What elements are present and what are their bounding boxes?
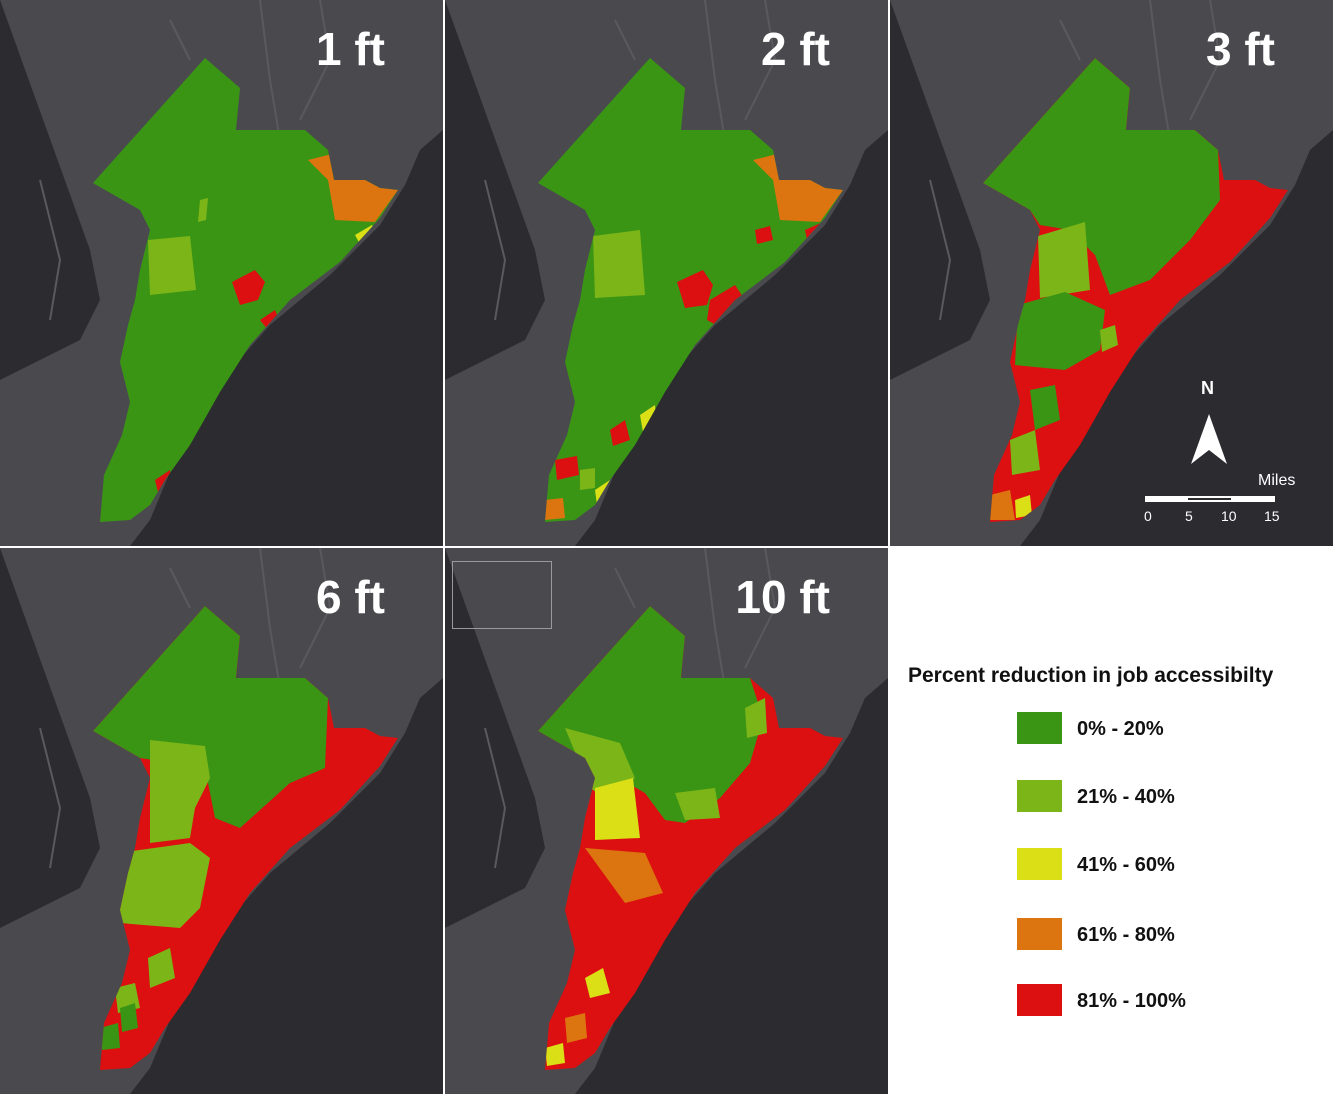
legend-swatch: [1017, 918, 1062, 950]
legend-swatch: [1017, 712, 1062, 744]
map-2ft: [445, 0, 888, 546]
legend-item: 81% - 100%: [1017, 984, 1317, 1018]
scale-tick: 5: [1185, 508, 1193, 524]
north-arrow: N: [1185, 378, 1235, 468]
legend-label: 81% - 100%: [1077, 990, 1186, 1012]
legend-item: 61% - 80%: [1017, 918, 1317, 952]
map-panel-1ft: 1 ft: [0, 0, 443, 546]
map-6ft: [0, 548, 443, 1094]
inset-frame: [452, 561, 552, 629]
panel-title: 2 ft: [761, 23, 830, 75]
legend-swatch: [1017, 848, 1062, 880]
panel-title: 10 ft: [735, 571, 830, 623]
map-3ft: [890, 0, 1333, 546]
legend-label: 21% - 40%: [1077, 786, 1175, 808]
legend-label: 0% - 20%: [1077, 718, 1164, 740]
map-10ft: [445, 548, 888, 1094]
panel-title: 3 ft: [1206, 23, 1275, 75]
north-label: N: [1201, 378, 1214, 398]
scale-bar-graphic: [1145, 496, 1275, 502]
scale-tick: 10: [1221, 508, 1237, 524]
legend-swatch: [1017, 780, 1062, 812]
scale-tick: 15: [1264, 508, 1280, 524]
legend-item: 41% - 60%: [1017, 848, 1317, 882]
legend-label: 61% - 80%: [1077, 924, 1175, 946]
legend-label: 41% - 60%: [1077, 854, 1175, 876]
map-panel-2ft: 2 ft: [445, 0, 888, 546]
scale-tick: 0: [1144, 508, 1152, 524]
map-panel-10ft: 10 ft: [445, 548, 888, 1094]
panel-title: 6 ft: [316, 571, 385, 623]
legend-item: 0% - 20%: [1017, 712, 1317, 746]
map-panel-6ft: 6 ft: [0, 548, 443, 1094]
legend-item: 21% - 40%: [1017, 780, 1317, 814]
north-arrow-icon: [1191, 414, 1227, 464]
scale-title: Miles: [1258, 472, 1296, 489]
panel-title: 1 ft: [316, 23, 385, 75]
scale-bar: Miles 0 5 10 15: [1140, 470, 1310, 530]
map-1ft: [0, 0, 443, 546]
legend: Percent reduction in job accessibilty 0%…: [889, 548, 1333, 1092]
legend-title: Percent reduction in job accessibilty: [908, 664, 1274, 687]
map-panel-3ft: 3 ft: [890, 0, 1333, 546]
legend-swatch: [1017, 984, 1062, 1016]
